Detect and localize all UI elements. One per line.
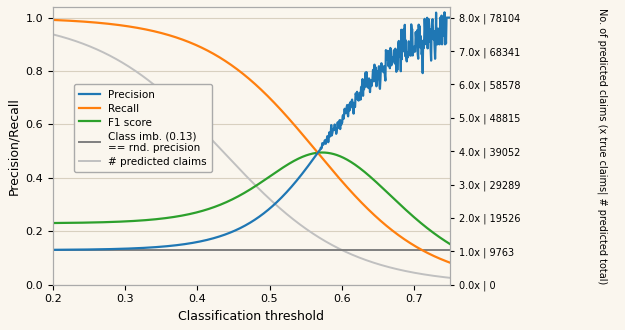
Recall [446,261,454,265]
F1 score [280,165,288,169]
Class imb. (0.13)
== rnd. precision [391,248,399,252]
Precision [74,248,81,251]
# predicted claims [74,40,81,44]
X-axis label: Classification threshold: Classification threshold [179,310,324,323]
Class imb. (0.13)
== rnd. precision [351,248,358,252]
Precision [351,103,358,107]
Class imb. (0.13)
== rnd. precision [302,248,309,252]
Precision [290,182,298,186]
Precision [446,16,454,19]
Y-axis label: No. of predicted claims (x true claims| # predicted total): No. of predicted claims (x true claims| … [597,8,608,284]
Class imb. (0.13)
== rnd. precision [290,248,298,252]
Y-axis label: Precision/Recall: Precision/Recall [7,97,20,195]
F1 score [49,221,57,225]
Recall [74,19,81,23]
Precision [302,167,309,171]
# predicted claims [280,210,288,214]
F1 score [290,159,298,163]
Recall [49,18,57,22]
Legend: Precision, Recall, F1 score, Class imb. (0.13)
== rnd. precision, # predicted cl: Precision, Recall, F1 score, Class imb. … [74,84,213,172]
F1 score [74,221,81,225]
F1 score [446,242,454,246]
# predicted claims [391,267,399,271]
Line: F1 score: F1 score [53,152,450,244]
Precision [49,248,57,252]
F1 score [319,150,326,154]
Line: Precision: Precision [53,12,450,250]
Line: Recall: Recall [53,20,450,263]
# predicted claims [351,253,358,257]
Class imb. (0.13)
== rnd. precision [49,248,57,252]
Class imb. (0.13)
== rnd. precision [446,248,454,252]
# predicted claims [446,276,454,280]
# predicted claims [49,32,57,36]
Recall [280,111,288,115]
Line: # predicted claims: # predicted claims [53,34,450,278]
F1 score [392,198,399,202]
Precision [441,10,448,14]
# predicted claims [302,227,309,231]
# predicted claims [290,218,298,222]
Recall [302,137,309,141]
F1 score [351,162,358,166]
Class imb. (0.13)
== rnd. precision [74,248,81,252]
Recall [351,193,358,197]
Class imb. (0.13)
== rnd. precision [280,248,288,252]
F1 score [302,153,309,157]
Recall [391,230,399,234]
Precision [391,61,399,65]
Recall [290,122,298,126]
Precision [280,193,288,197]
